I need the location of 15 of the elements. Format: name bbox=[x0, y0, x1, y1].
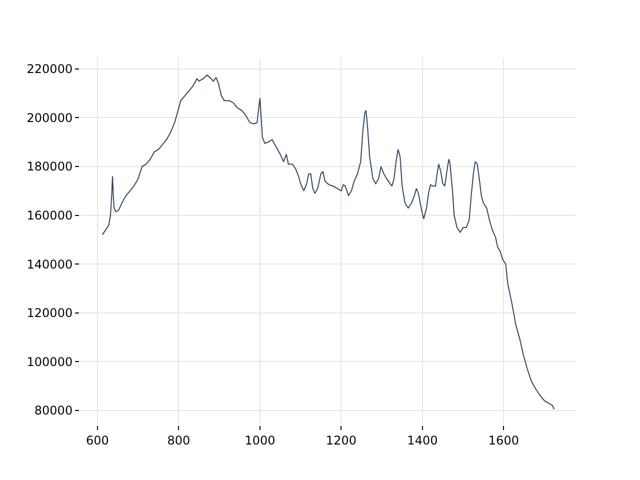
y-tick-label: 220000 bbox=[26, 62, 73, 76]
x-tick-label: 800 bbox=[167, 433, 190, 448]
y-tick-label: 120000 bbox=[26, 306, 73, 320]
y-tick-label: 140000 bbox=[26, 257, 73, 272]
y-tick-label: 180000 bbox=[26, 160, 73, 174]
y-tick-label: 160000 bbox=[26, 208, 73, 222]
x-tick-label: 1600 bbox=[488, 433, 519, 448]
y-tick-label: 100000 bbox=[26, 354, 73, 369]
x-tick-label: 600 bbox=[86, 433, 109, 448]
x-tick-label: 1200 bbox=[326, 433, 356, 448]
y-tick-label: 80000 bbox=[34, 404, 73, 418]
x-tick-label: 1000 bbox=[244, 433, 276, 448]
y-tick-label: 200000 bbox=[26, 110, 73, 125]
x-tick-label: 1400 bbox=[407, 433, 438, 448]
line-series bbox=[102, 74, 555, 410]
